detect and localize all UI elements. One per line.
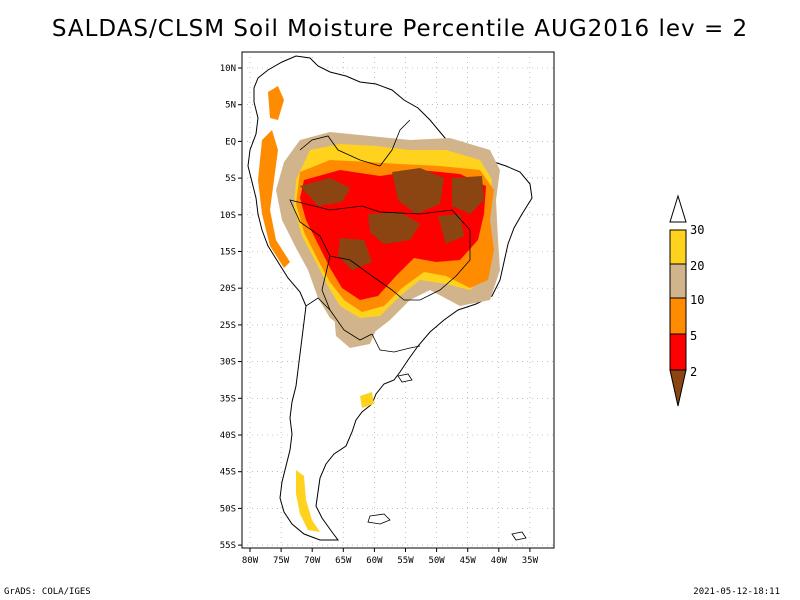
colorbar-bottom-triangle xyxy=(669,369,687,407)
southern-tan-patch xyxy=(334,314,376,348)
country-borders xyxy=(289,119,471,353)
colorbar-label-10: 10 xyxy=(690,293,704,307)
lat-label: 55S xyxy=(220,541,236,551)
lat-label: EQ xyxy=(225,137,236,147)
pampas-yellow-patch xyxy=(360,392,374,408)
lon-label: 75W xyxy=(273,556,290,566)
lat-label: 20S xyxy=(220,284,236,294)
andes-dry-strip xyxy=(258,130,290,268)
lagoon xyxy=(397,373,413,383)
colorbar-top-triangle xyxy=(669,194,687,223)
colorbar-label-20: 20 xyxy=(690,259,704,273)
class-below-2-area xyxy=(300,168,484,270)
lat-label: 25S xyxy=(220,321,236,331)
lat-label: 40S xyxy=(220,431,236,441)
falklands-island xyxy=(367,513,391,525)
colorbar: 30 20 10 5 2 xyxy=(669,194,704,407)
colorbar-label-30: 30 xyxy=(690,223,704,237)
lon-label: 45W xyxy=(460,556,477,566)
colorbar-5-10 xyxy=(669,297,687,335)
lat-label: 15S xyxy=(220,248,236,258)
lat-label: 5S xyxy=(225,174,236,184)
map-title: SALDAS/CLSM Soil Moisture Percentile AUG… xyxy=(51,16,749,42)
lat-label: 50S xyxy=(220,504,236,514)
lon-label: 65W xyxy=(335,556,352,566)
lon-label: 80W xyxy=(242,556,259,566)
lat-label: 45S xyxy=(220,468,236,478)
lon-label: 60W xyxy=(366,556,383,566)
lon-label: 35W xyxy=(522,556,539,566)
lon-label: 40W xyxy=(491,556,508,566)
lat-label: 5N xyxy=(225,101,236,111)
footer-right: 2021-05-12-18:11 xyxy=(693,587,780,597)
footer-left: GrADS: COLA/IGES xyxy=(4,587,91,597)
colorbar-10-20 xyxy=(669,263,687,299)
colorbar-label-2: 2 xyxy=(690,365,697,379)
colorbar-label-5: 5 xyxy=(690,329,697,343)
percentile-field xyxy=(258,86,500,532)
axis-ticks: 10N 5N EQ 5S 10S 15S 20S 25S 30S 35S 40S 45S 50S 55S 8… xyxy=(220,64,539,566)
south-georgia-island xyxy=(511,531,527,541)
colorbar-20-30 xyxy=(669,229,687,265)
lat-label: 10S xyxy=(220,211,236,221)
colorbar-2-5 xyxy=(669,333,687,371)
lat-label: 30S xyxy=(220,358,236,368)
lat-label: 35S xyxy=(220,394,236,404)
lon-label: 55W xyxy=(397,556,414,566)
lon-label: 50W xyxy=(428,556,445,566)
lat-label: 10N xyxy=(220,64,236,74)
patagonia-yellow-patch xyxy=(296,470,320,532)
lon-label: 70W xyxy=(304,556,321,566)
colombia-dry-patch xyxy=(268,86,284,120)
